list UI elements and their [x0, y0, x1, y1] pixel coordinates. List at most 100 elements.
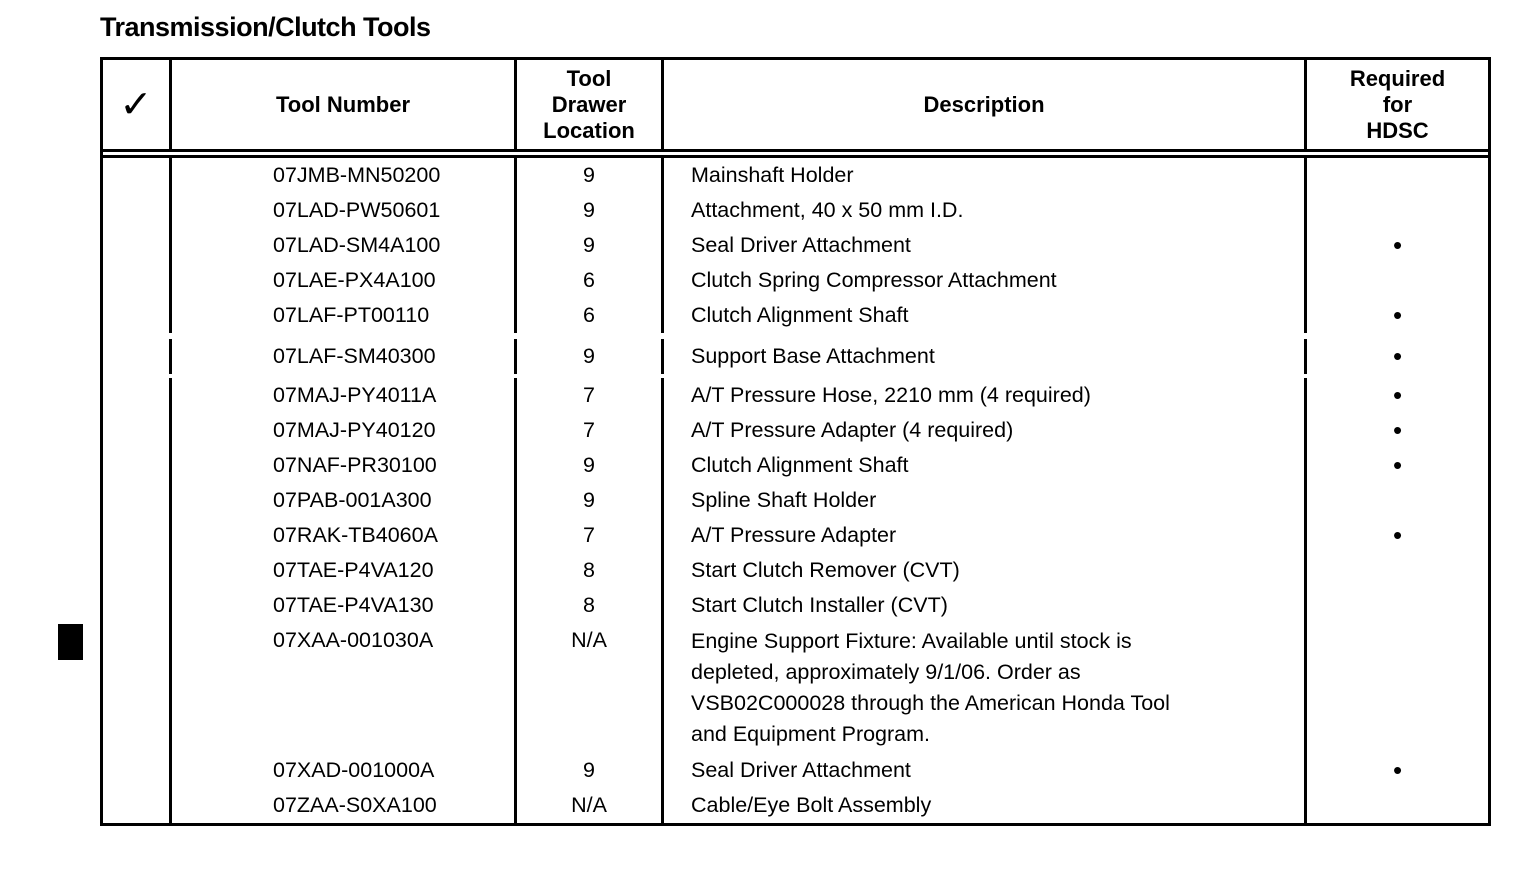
drawer-location-cell: N/A: [517, 788, 664, 823]
hdsc-bullet-cell: •: [1392, 300, 1403, 330]
tool-number-cell: 07TAE-P4VA120: [172, 553, 517, 588]
drawer-location-cell: 9: [517, 483, 664, 518]
tool-number-cell: 07RAK-TB4060A: [172, 518, 517, 553]
table-row: 07TAE-P4VA130 8 Start Clutch Installer (…: [103, 588, 1488, 623]
hdsc-bullet-cell: •: [1392, 755, 1403, 785]
hdsc-bullet-cell: •: [1392, 520, 1403, 550]
table-body: 07JMB-MN50200 9 Mainshaft Holder 07LAD-P…: [103, 158, 1488, 823]
check-cell: [103, 413, 172, 448]
tool-number-cell: 07LAF-SM40300: [172, 339, 517, 374]
tool-number-cell: 07XAD-001000A: [172, 753, 517, 788]
description-cell: A/T Pressure Adapter (4 required): [664, 413, 1307, 448]
table-row: 07LAE-PX4A100 6 Clutch Spring Compressor…: [103, 263, 1488, 298]
header-required-hdsc: Required for HDSC: [1349, 65, 1446, 143]
drawer-location-cell: 9: [517, 193, 664, 228]
hdsc-bullet-cell: •: [1392, 450, 1403, 480]
header-separator-line-bottom: [103, 155, 1488, 158]
table-row: 07PAB-001A300 9 Spline Shaft Holder: [103, 483, 1488, 518]
hdsc-bullet-cell: •: [1392, 415, 1403, 445]
hdsc-bullet-cell: [1307, 158, 1488, 193]
drawer-location-cell: 8: [517, 588, 664, 623]
description-cell: Cable/Eye Bolt Assembly: [664, 788, 1307, 823]
tools-table: ✓ Tool Number Tool Drawer Location Descr…: [100, 57, 1491, 826]
table-row: 07RAK-TB4060A 7 A/T Pressure Adapter •: [103, 518, 1488, 553]
drawer-location-cell: 9: [517, 448, 664, 483]
table-row: 07TAE-P4VA120 8 Start Clutch Remover (CV…: [103, 553, 1488, 588]
tool-number-cell: 07LAD-PW50601: [172, 193, 517, 228]
description-cell: Clutch Alignment Shaft: [664, 298, 1307, 333]
check-cell: [103, 588, 172, 623]
checkmark-icon: ✓: [119, 83, 153, 126]
hdsc-bullet-cell: [1307, 623, 1488, 753]
drawer-location-cell: 9: [517, 228, 664, 263]
check-cell: [103, 753, 172, 788]
description-cell: Clutch Spring Compressor Attachment: [664, 263, 1307, 298]
description-cell: A/T Pressure Adapter: [664, 518, 1307, 553]
check-cell: [103, 483, 172, 518]
description-cell: Seal Driver Attachment: [664, 228, 1307, 263]
hdsc-bullet-cell: [1307, 483, 1488, 518]
tool-number-cell: 07XAA-001030A: [172, 623, 517, 753]
description-cell: Mainshaft Holder: [664, 158, 1307, 193]
table-row: 07LAF-PT00110 6 Clutch Alignment Shaft •: [103, 298, 1488, 333]
tool-number-cell: 07LAD-SM4A100: [172, 228, 517, 263]
table-row: 07XAD-001000A 9 Seal Driver Attachment •: [103, 753, 1488, 788]
drawer-location-cell: 7: [517, 518, 664, 553]
tool-number-cell: 07TAE-P4VA130: [172, 588, 517, 623]
drawer-location-cell: 7: [517, 413, 664, 448]
hdsc-bullet-cell: [1307, 588, 1488, 623]
description-cell: Engine Support Fixture: Available until …: [664, 623, 1307, 753]
drawer-location-cell: 6: [517, 298, 664, 333]
description-cell: Support Base Attachment: [664, 339, 1307, 374]
table-header-row: ✓ Tool Number Tool Drawer Location Descr…: [103, 60, 1488, 149]
check-cell: [103, 518, 172, 553]
tool-number-cell: 07NAF-PR30100: [172, 448, 517, 483]
check-cell: [103, 339, 172, 374]
check-cell: [103, 788, 172, 823]
drawer-location-cell: 9: [517, 753, 664, 788]
drawer-location-cell: N/A: [517, 623, 664, 753]
check-cell: [103, 263, 172, 298]
check-cell: [103, 158, 172, 193]
hdsc-bullet-cell: [1307, 193, 1488, 228]
check-cell: [103, 228, 172, 263]
table-row: 07XAA-001030A N/A Engine Support Fixture…: [103, 623, 1488, 753]
description-cell: Seal Driver Attachment: [664, 753, 1307, 788]
hdsc-bullet-cell: [1307, 263, 1488, 298]
hdsc-bullet-cell: •: [1392, 341, 1403, 371]
check-cell: [103, 448, 172, 483]
tool-number-cell: 07LAF-PT00110: [172, 298, 517, 333]
tool-number-cell: 07LAE-PX4A100: [172, 263, 517, 298]
header-check-cell: ✓: [103, 60, 172, 149]
table-row: 07LAD-PW50601 9 Attachment, 40 x 50 mm I…: [103, 193, 1488, 228]
table-row: 07MAJ-PY40120 7 A/T Pressure Adapter (4 …: [103, 413, 1488, 448]
hdsc-bullet-cell: [1307, 788, 1488, 823]
header-tool-number: Tool Number: [172, 60, 517, 149]
header-description: Description: [664, 60, 1307, 149]
drawer-location-cell: 8: [517, 553, 664, 588]
check-cell: [103, 193, 172, 228]
tool-number-cell: 07ZAA-S0XA100: [172, 788, 517, 823]
tool-number-cell: 07JMB-MN50200: [172, 158, 517, 193]
table-row: 07NAF-PR30100 9 Clutch Alignment Shaft •: [103, 448, 1488, 483]
table-row: 07LAF-SM40300 9 Support Base Attachment …: [103, 339, 1488, 374]
header-separator-gap: [103, 152, 1488, 155]
drawer-location-cell: 9: [517, 339, 664, 374]
description-cell: Attachment, 40 x 50 mm I.D.: [664, 193, 1307, 228]
table-row: 07JMB-MN50200 9 Mainshaft Holder: [103, 158, 1488, 193]
drawer-location-cell: 7: [517, 378, 664, 413]
check-cell: [103, 378, 172, 413]
page-title: Transmission/Clutch Tools: [100, 12, 431, 42]
header-separator-line-top: [103, 149, 1488, 152]
table-row: 07ZAA-S0XA100 N/A Cable/Eye Bolt Assembl…: [103, 788, 1488, 823]
check-cell: [103, 553, 172, 588]
description-cell: Start Clutch Installer (CVT): [664, 588, 1307, 623]
description-cell: Start Clutch Remover (CVT): [664, 553, 1307, 588]
description-cell: Spline Shaft Holder: [664, 483, 1307, 518]
header-drawer-location: Tool Drawer Location: [517, 60, 664, 149]
hdsc-bullet-cell: •: [1392, 230, 1403, 260]
revision-marker: [58, 624, 83, 660]
hdsc-bullet-cell: •: [1392, 380, 1403, 410]
tool-number-cell: 07MAJ-PY4011A: [172, 378, 517, 413]
